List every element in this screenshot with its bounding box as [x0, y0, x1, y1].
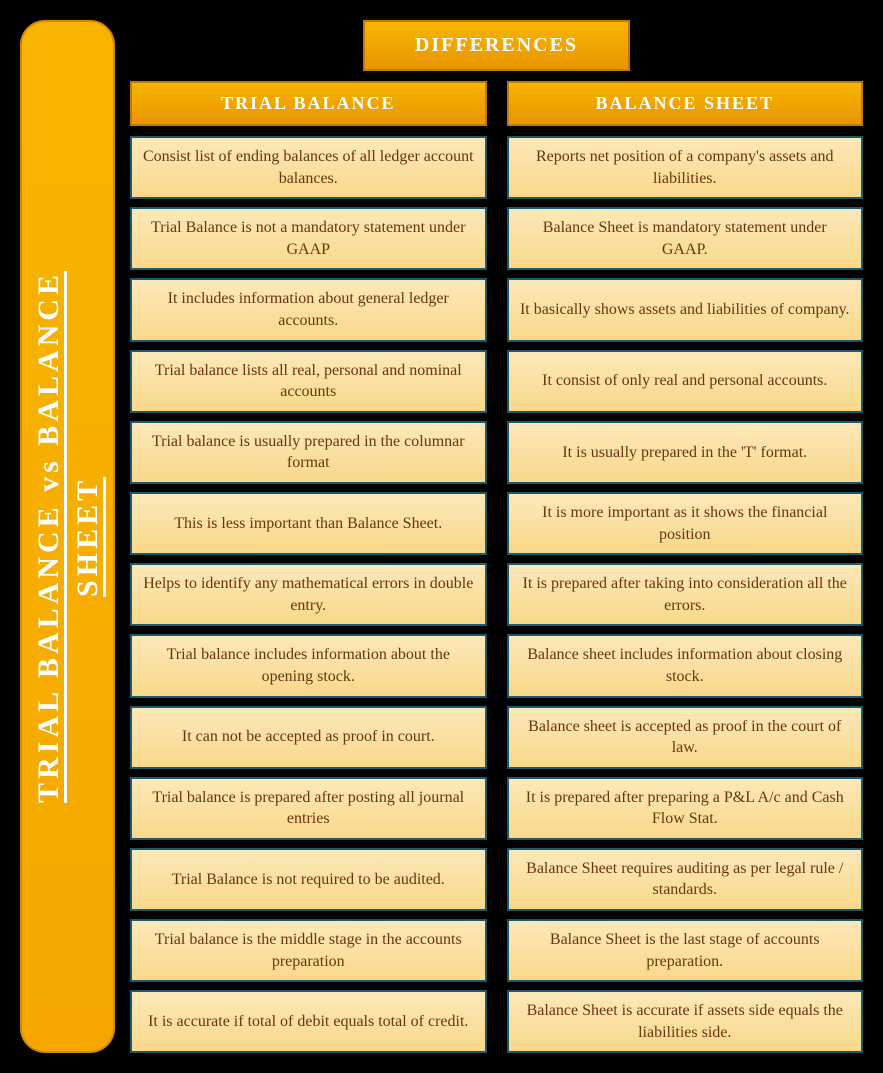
- main-content: DIFFERENCES TRIAL BALANCE BALANCE SHEET …: [130, 20, 863, 1053]
- balance-sheet-cell: Balance Sheet is mandatory statement und…: [507, 207, 864, 270]
- comparison-row: Trial balance is the middle stage in the…: [130, 919, 863, 982]
- comparison-row: It includes information about general le…: [130, 278, 863, 341]
- comparison-row: Helps to identify any mathematical error…: [130, 563, 863, 626]
- comparison-row: Consist list of ending balances of all l…: [130, 136, 863, 199]
- trial-balance-cell: Trial Balance is not a mandatory stateme…: [130, 207, 487, 270]
- balance-sheet-cell: It is more important as it shows the fin…: [507, 492, 864, 555]
- comparison-row: Trial Balance is not required to be audi…: [130, 848, 863, 911]
- balance-sheet-cell: Balance Sheet is accurate if assets side…: [507, 990, 864, 1053]
- comparison-rows: Consist list of ending balances of all l…: [130, 136, 863, 1053]
- trial-balance-cell: It is accurate if total of debit equals …: [130, 990, 487, 1053]
- trial-balance-cell: It can not be accepted as proof in court…: [130, 706, 487, 769]
- infographic-container: TRIAL BALANCE vs BALANCE SHEET DIFFERENC…: [20, 20, 863, 1053]
- comparison-row: Trial balance includes information about…: [130, 634, 863, 697]
- title-sidebar: TRIAL BALANCE vs BALANCE SHEET: [20, 20, 115, 1053]
- trial-balance-cell: Trial balance is usually prepared in the…: [130, 421, 487, 484]
- balance-sheet-cell: It consist of only real and personal acc…: [507, 350, 864, 413]
- balance-sheet-cell: It is prepared after preparing a P&L A/c…: [507, 777, 864, 840]
- trial-balance-cell: Trial balance lists all real, personal a…: [130, 350, 487, 413]
- comparison-row: It is accurate if total of debit equals …: [130, 990, 863, 1053]
- trial-balance-cell: Trial balance includes information about…: [130, 634, 487, 697]
- differences-header: DIFFERENCES: [363, 20, 630, 71]
- trial-balance-cell: It includes information about general le…: [130, 278, 487, 341]
- trial-balance-cell: Helps to identify any mathematical error…: [130, 563, 487, 626]
- comparison-row: This is less important than Balance Shee…: [130, 492, 863, 555]
- balance-sheet-header: BALANCE SHEET: [507, 81, 864, 126]
- trial-balance-cell: Trial balance is the middle stage in the…: [130, 919, 487, 982]
- balance-sheet-cell: Balance Sheet requires auditing as per l…: [507, 848, 864, 911]
- balance-sheet-cell: It is usually prepared in the 'T' format…: [507, 421, 864, 484]
- sidebar-line2: SHEET: [71, 477, 104, 597]
- trial-balance-cell: Consist list of ending balances of all l…: [130, 136, 487, 199]
- balance-sheet-cell: Balance Sheet is the last stage of accou…: [507, 919, 864, 982]
- sidebar-line1: TRIAL BALANCE vs BALANCE: [32, 271, 65, 803]
- comparison-row: It can not be accepted as proof in court…: [130, 706, 863, 769]
- comparison-row: Trial Balance is not a mandatory stateme…: [130, 207, 863, 270]
- comparison-row: Trial balance is usually prepared in the…: [130, 421, 863, 484]
- trial-balance-cell: This is less important than Balance Shee…: [130, 492, 487, 555]
- header-row: DIFFERENCES: [130, 20, 863, 71]
- column-headers: TRIAL BALANCE BALANCE SHEET: [130, 81, 863, 126]
- balance-sheet-cell: It basically shows assets and liabilitie…: [507, 278, 864, 341]
- balance-sheet-cell: Balance sheet includes information about…: [507, 634, 864, 697]
- trial-balance-cell: Trial balance is prepared after posting …: [130, 777, 487, 840]
- comparison-row: Trial balance lists all real, personal a…: [130, 350, 863, 413]
- balance-sheet-cell: Reports net position of a company's asse…: [507, 136, 864, 199]
- balance-sheet-cell: It is prepared after taking into conside…: [507, 563, 864, 626]
- trial-balance-header: TRIAL BALANCE: [130, 81, 487, 126]
- sidebar-title: TRIAL BALANCE vs BALANCE SHEET: [29, 271, 107, 803]
- comparison-row: Trial balance is prepared after posting …: [130, 777, 863, 840]
- trial-balance-cell: Trial Balance is not required to be audi…: [130, 848, 487, 911]
- balance-sheet-cell: Balance sheet is accepted as proof in th…: [507, 706, 864, 769]
